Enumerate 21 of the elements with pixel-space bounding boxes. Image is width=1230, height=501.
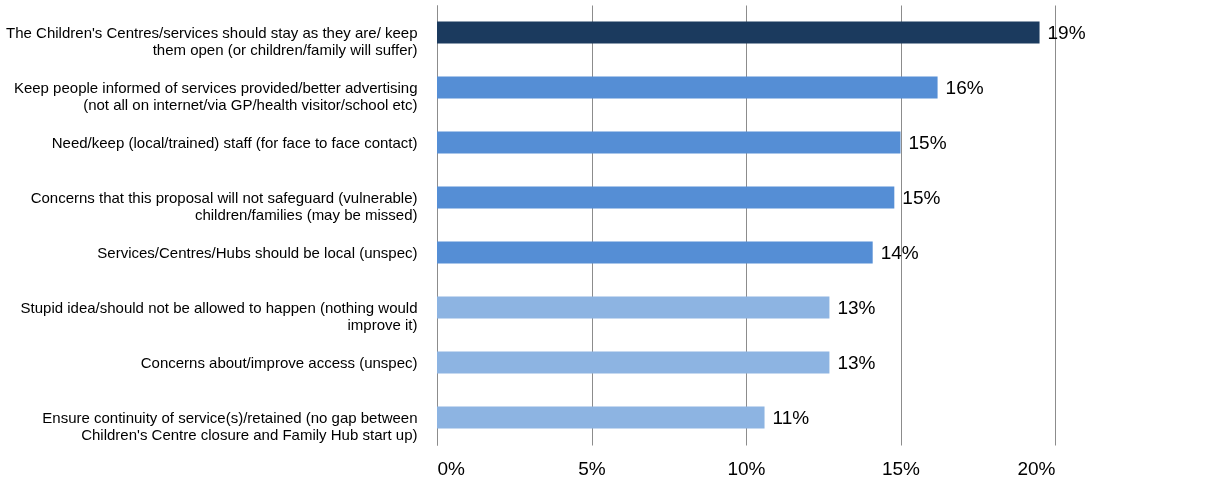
y-tick-label: Ensure continuity of service(s)/retained (no gap between Children's Centre closure and Family Hub start up)	[42, 408, 418, 443]
y-tick-label: Stupid idea/should not be allowed to happen (nothing would improve it)	[20, 298, 418, 333]
data-label: 14%	[880, 241, 919, 263]
y-tick-label: The Children's Centres/services should stay as they are/ keep them open (or children/family will suffer)	[6, 23, 418, 58]
data-label: 15%	[908, 131, 947, 153]
data-label: 13%	[837, 296, 876, 318]
x-tick-label: 5%	[578, 457, 606, 479]
data-label: 13%	[837, 351, 876, 373]
x-tick-label: 10%	[727, 457, 766, 479]
y-tick-label: Need/keep (local/trained) staff (for face to face contact)	[51, 133, 418, 151]
data-label: 11%	[772, 406, 810, 428]
data-label: 19%	[1047, 21, 1086, 43]
y-tick-label: Services/Centres/Hubs should be local (unspec)	[97, 243, 418, 261]
data-label: 16%	[945, 76, 984, 98]
x-tick-label: 15%	[881, 457, 921, 479]
x-tick-label: 0%	[437, 457, 466, 479]
y-tick-label: Keep people informed of services provided/better advertising (not all on internet/via GP/health visitor/school etc)	[13, 78, 418, 113]
y-tick-label: Concerns about/improve access (unspec)	[140, 353, 418, 371]
y-tick-label: Concerns that this proposal will not safeguard (vulnerable) children/families (may be missed)	[30, 188, 418, 223]
x-tick-label: 20%	[1017, 457, 1056, 479]
data-label: 15%	[902, 186, 941, 208]
